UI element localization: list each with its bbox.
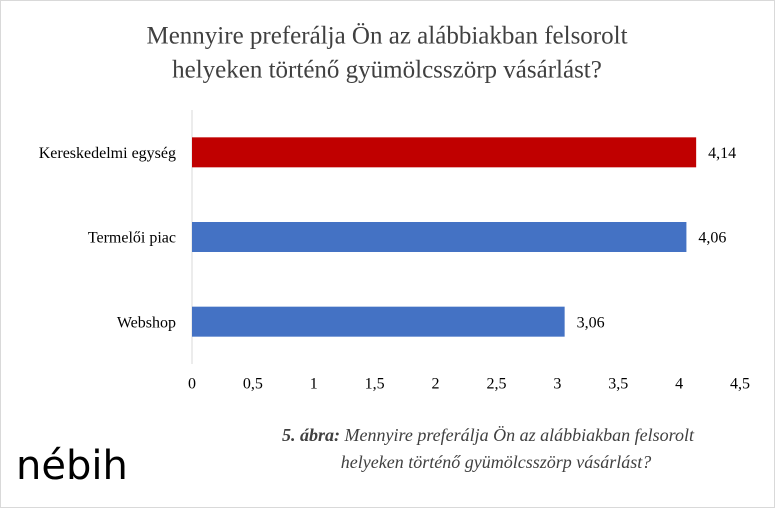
caption-label: 5. ábra: (282, 425, 340, 445)
caption-text: helyeken történő gyümölcsszörp vásárlást… (341, 452, 651, 472)
x-tick-label: 3 (553, 376, 561, 393)
x-tick-label: 2,5 (486, 376, 506, 393)
bar (192, 222, 687, 252)
x-tick-label: 4,5 (730, 376, 750, 393)
caption: 5. ábra: Mennyire preferálja Ön az alább… (282, 425, 695, 445)
x-tick-label: 3,5 (608, 376, 628, 393)
caption-text: Mennyire preferálja Ön az alábbiakban fe… (344, 425, 695, 445)
chart-title: helyeken történő gyümölcsszörp vásárlást… (172, 57, 602, 84)
y-tick-label: Webshop (117, 314, 176, 331)
value-label: 4,06 (698, 230, 726, 247)
value-label: 4,14 (708, 145, 736, 162)
x-tick-label: 0,5 (243, 376, 263, 393)
bar (192, 137, 697, 168)
bar (192, 306, 565, 337)
y-tick-label: Kereskedelmi egység (39, 145, 176, 162)
y-tick-label: Termelői piac (88, 230, 176, 247)
x-tick-label: 4 (675, 376, 683, 393)
chart-title: Mennyire preferálja Ön az alábbiakban fe… (146, 23, 627, 50)
x-tick-label: 2 (432, 376, 440, 393)
value-label: 3,06 (577, 314, 605, 331)
x-tick-label: 1 (310, 376, 318, 393)
x-tick-label: 1,5 (365, 376, 385, 393)
logo: nébih (16, 443, 128, 489)
x-tick-label: 0 (188, 376, 196, 393)
